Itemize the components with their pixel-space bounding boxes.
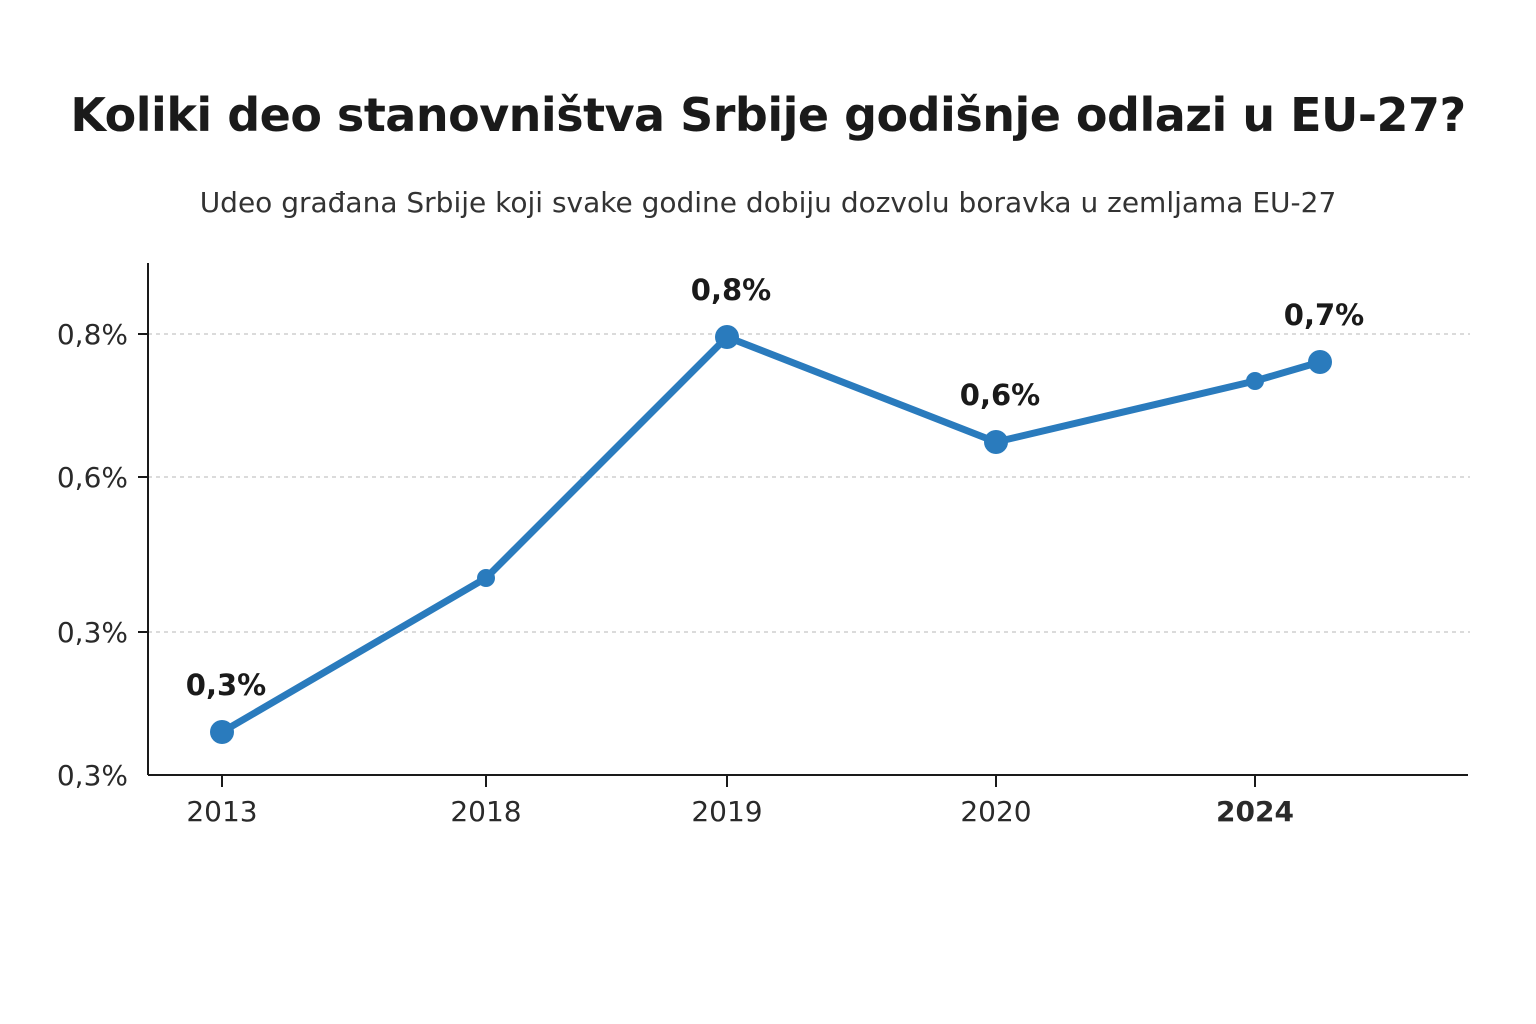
data-point bbox=[477, 569, 495, 587]
y-tick-label: 0,8% bbox=[57, 318, 128, 351]
data-points bbox=[210, 325, 1332, 744]
data-point bbox=[715, 325, 739, 349]
x-tick-label: 2020 bbox=[960, 795, 1031, 828]
data-labels: 0,3% 0,8% 0,6% 0,7% bbox=[186, 273, 1364, 702]
data-label: 0,3% bbox=[186, 668, 266, 702]
x-ticks: 2013 2018 2019 2020 2024 bbox=[186, 775, 1294, 828]
chart-title: Koliki deo stanovništva Srbije godišnje … bbox=[70, 88, 1466, 142]
axes bbox=[138, 263, 1468, 776]
x-tick-label: 2019 bbox=[691, 795, 762, 828]
x-tick-label: 2018 bbox=[450, 795, 521, 828]
series-polyline bbox=[218, 333, 1324, 736]
y-tick-labels: 0,3% 0,3% 0,6% 0,8% bbox=[57, 318, 128, 792]
series-line bbox=[218, 333, 1324, 736]
data-label: 0,8% bbox=[691, 273, 771, 307]
chart-subtitle: Udeo građana Srbije koji svake godine do… bbox=[199, 186, 1337, 219]
y-tick-label: 0,6% bbox=[57, 461, 128, 494]
y-tick-label: 0,3% bbox=[57, 759, 128, 792]
data-label: 0,7% bbox=[1284, 298, 1364, 332]
data-point bbox=[210, 720, 234, 744]
data-point bbox=[1246, 372, 1264, 390]
data-point bbox=[984, 430, 1008, 454]
x-tick-label: 2013 bbox=[186, 795, 257, 828]
x-tick-label: 2024 bbox=[1216, 795, 1294, 828]
data-label: 0,6% bbox=[960, 378, 1040, 412]
data-point bbox=[1308, 350, 1332, 374]
y-tick-label: 0,3% bbox=[57, 616, 128, 649]
